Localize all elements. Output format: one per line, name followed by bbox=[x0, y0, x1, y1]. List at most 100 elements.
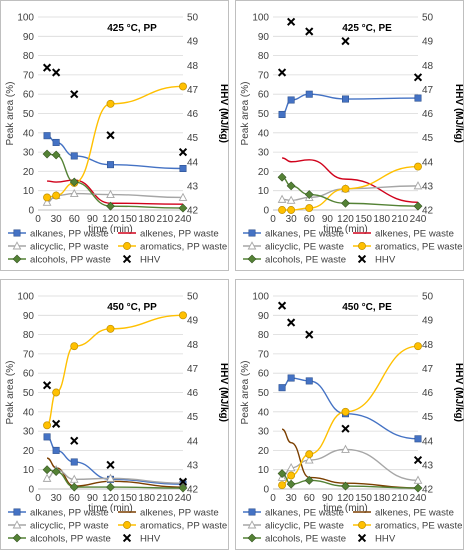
chart-panel-1: 0 10 20 30 40 50 60 70 80 90 100 42 43 44 45 46 47 48 49 50… bbox=[0, 0, 229, 271]
y2-tick-label: 44 bbox=[187, 436, 199, 447]
x-tick-label: 60 bbox=[304, 214, 316, 225]
y2-tick-label: 49 bbox=[422, 316, 434, 327]
x-tick-label: 30 bbox=[286, 214, 298, 225]
x-axis-title: time (min) bbox=[88, 224, 132, 235]
series-aromatics-pe-waste-point bbox=[278, 206, 287, 214]
y-tick-label: 50 bbox=[258, 388, 270, 399]
legend-alkenes-pp-waste-label: alkenes, PP waste bbox=[140, 229, 219, 240]
series-aromatics-pp-waste-point bbox=[52, 191, 61, 200]
series-alicyclic-pp-waste-point bbox=[69, 474, 79, 483]
series-hhv-point bbox=[106, 460, 115, 469]
y-tick-label: 40 bbox=[258, 407, 270, 418]
x-tick-label: 90 bbox=[87, 493, 99, 504]
y-tick-label: 90 bbox=[258, 32, 270, 43]
y2-tick-label: 48 bbox=[422, 61, 434, 72]
y2-tick-label: 44 bbox=[187, 157, 199, 168]
panel-title: 425 °C, PE bbox=[342, 23, 392, 34]
series-alcohols-pe-waste-point bbox=[413, 201, 423, 211]
series-alcohols-pp-waste-point bbox=[178, 203, 188, 213]
x-tick-label: 0 bbox=[35, 214, 41, 225]
series-hhv-point bbox=[52, 419, 61, 428]
series-alicyclic-pe-waste-point bbox=[341, 444, 350, 453]
series-alkanes-pe-waste-point bbox=[278, 110, 286, 118]
legend-alkanes-pe-waste-label: alkanes, PE waste bbox=[265, 229, 344, 240]
y-tick-label: 10 bbox=[23, 186, 35, 197]
y2-tick-label: 43 bbox=[422, 460, 434, 471]
series-alicyclic-pp-waste-point bbox=[42, 473, 52, 482]
series-alcohols-pp-waste-point bbox=[178, 483, 188, 493]
x-tick-label: 90 bbox=[87, 214, 99, 225]
y-tick-label: 10 bbox=[258, 465, 270, 476]
legend-hhv-swatch-marker bbox=[122, 533, 132, 543]
panel-title: 450 °C, PE bbox=[342, 302, 392, 313]
y2-axis-title: HHV (MJ/kg) bbox=[453, 84, 464, 143]
legend-aromatics-pp-waste-label: aromatics, PP waste bbox=[140, 242, 227, 253]
series-alkanes-pe-waste-point bbox=[278, 384, 286, 392]
y2-tick-label: 48 bbox=[187, 61, 199, 72]
y2-tick-label: 50 bbox=[422, 13, 434, 24]
panel-border bbox=[0, 0, 229, 271]
series-hhv-point bbox=[178, 147, 188, 157]
y2-tick-label: 49 bbox=[187, 316, 199, 327]
x-tick-label: 0 bbox=[270, 214, 276, 225]
x-tick-label: 30 bbox=[51, 493, 63, 504]
y-tick-label: 100 bbox=[17, 292, 34, 303]
x-tick-label: 240 bbox=[175, 214, 192, 225]
y-axis-title: Peak area (%) bbox=[5, 361, 16, 425]
legend-hhv-label: HHV bbox=[140, 534, 161, 545]
series-alkanes-pe-waste-point bbox=[287, 374, 295, 382]
series-hhv-point bbox=[70, 436, 79, 445]
x-tick-label: 120 bbox=[337, 214, 354, 225]
legend-aromatics-pe-waste-label: aromatics, PE waste bbox=[375, 242, 462, 253]
y2-tick-label: 46 bbox=[187, 388, 199, 399]
y2-tick-label: 47 bbox=[422, 85, 434, 96]
legend-alicyclic-pe-waste-swatch-marker bbox=[247, 520, 257, 529]
series-alcohols-pp-waste-point bbox=[106, 201, 115, 211]
y2-tick-label: 42 bbox=[187, 206, 199, 217]
series-hhv-point bbox=[42, 381, 52, 390]
y-tick-label: 30 bbox=[258, 427, 270, 438]
series-alcohols-pp-waste-point bbox=[51, 150, 61, 160]
legend-alkanes-pe-waste-swatch-marker bbox=[248, 508, 256, 516]
y-tick-label: 30 bbox=[23, 148, 35, 159]
x-tick-label: 150 bbox=[355, 493, 372, 504]
y-tick-label: 40 bbox=[23, 407, 35, 418]
series-alkanes-pp-waste-point bbox=[70, 152, 78, 160]
y-tick-label: 50 bbox=[23, 388, 35, 399]
legend-aromatics-pp-waste-swatch-marker bbox=[123, 521, 131, 529]
series-alcohols-pe-waste-point bbox=[304, 475, 314, 485]
y-tick-label: 0 bbox=[28, 206, 34, 217]
y2-tick-label: 42 bbox=[422, 206, 434, 217]
series-alicyclic-pp-waste-point bbox=[178, 192, 188, 201]
series-alcohols-pp-waste-point bbox=[42, 465, 52, 475]
legend-hhv-swatch-marker bbox=[122, 254, 132, 264]
y2-tick-label: 43 bbox=[422, 181, 434, 192]
legend-alkanes-pp-waste-label: alkanes, PP waste bbox=[30, 508, 109, 519]
legend-hhv-label: HHV bbox=[375, 534, 396, 545]
chart-panel-2: 0 10 20 30 40 50 60 70 80 90 100 42 43 44 45 46 47 48 49 50… bbox=[235, 0, 464, 271]
y-tick-label: 60 bbox=[258, 369, 270, 380]
series-hhv-point bbox=[305, 27, 314, 36]
legend-alkanes-pp-waste-swatch-marker bbox=[13, 508, 21, 516]
series-alcohols-pp-waste-point bbox=[42, 149, 52, 159]
series-aromatics-pp-waste-point bbox=[106, 99, 115, 108]
series-aromatics-pp-waste-point bbox=[70, 342, 79, 351]
series-alicyclic-pe-waste-point bbox=[413, 475, 423, 484]
x-tick-label: 30 bbox=[286, 493, 298, 504]
series-alcohols-pe-waste-point bbox=[341, 481, 350, 491]
y2-tick-label: 47 bbox=[187, 85, 199, 96]
y-tick-label: 100 bbox=[17, 13, 34, 24]
y2-axis-title: HHV (MJ/kg) bbox=[218, 84, 229, 143]
x-tick-label: 240 bbox=[175, 493, 192, 504]
legend-alcohols-pe-waste-swatch-marker bbox=[247, 533, 257, 543]
series-aromatics-pe-waste-point bbox=[341, 184, 350, 193]
legend-alkanes-pe-waste-swatch-marker bbox=[248, 229, 256, 237]
legend-alicyclic-pp-waste-label: alicyclic, PP waste bbox=[30, 521, 109, 532]
y2-tick-label: 50 bbox=[422, 292, 434, 303]
series-alkanes-pp-waste-point bbox=[179, 165, 187, 173]
series-alkanes-pe-waste-point bbox=[414, 435, 422, 443]
y-tick-label: 90 bbox=[23, 311, 35, 322]
series-alkanes-pe-waste-point bbox=[287, 96, 295, 104]
series-alkanes-pe-waste-point bbox=[342, 95, 350, 103]
series-alicyclic-pp-waste-point bbox=[106, 473, 115, 482]
